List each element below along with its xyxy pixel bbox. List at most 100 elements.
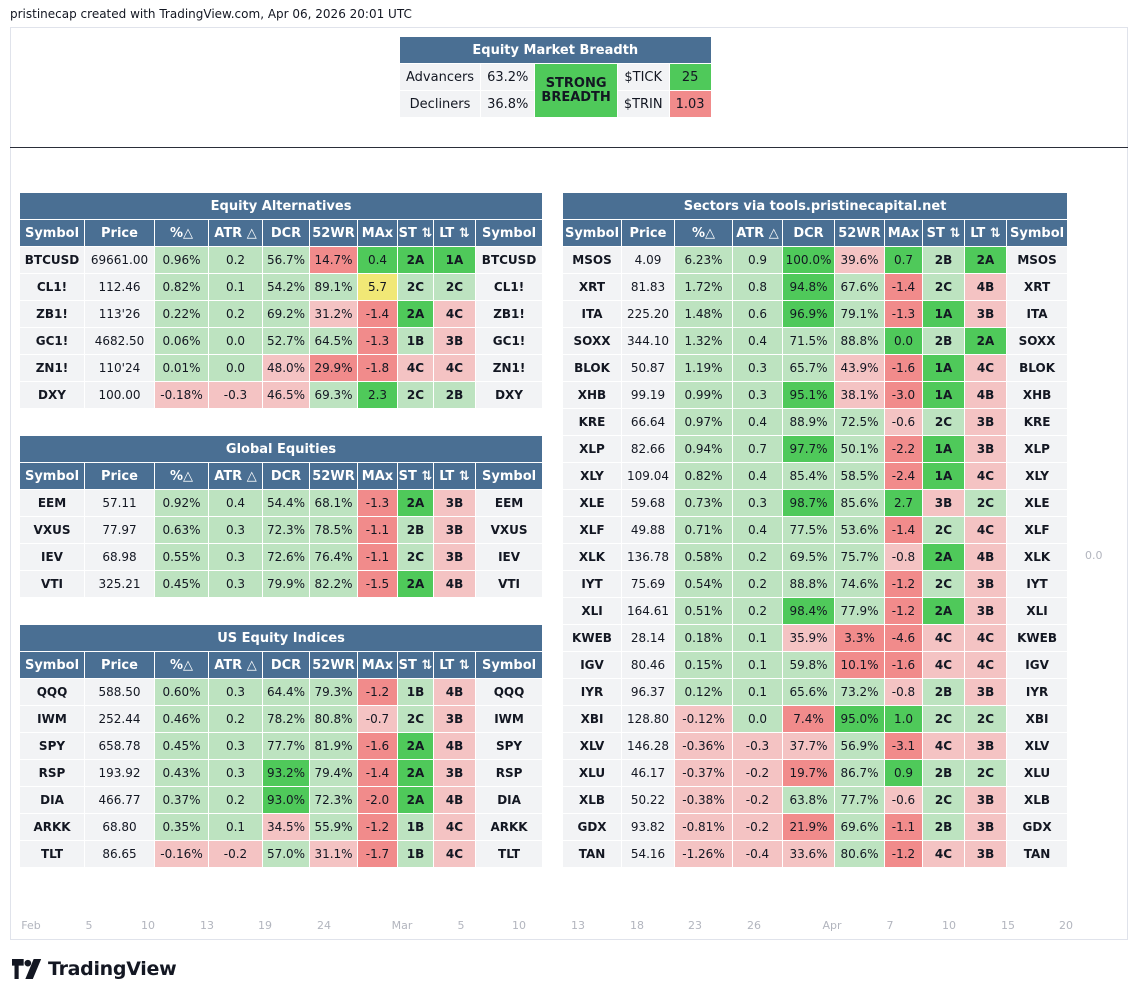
table-row[interactable]: KWEB 28.14 0.18% 0.1 35.9% 3.3% -4.6 4C 4C KWEB: [562, 624, 1069, 652]
column-header-pct-change[interactable]: %△: [154, 651, 209, 679]
table-row[interactable]: XLU 46.17 -0.37% -0.2 19.7% 86.7% 0.9 2B 2C XLU: [562, 759, 1069, 787]
column-header-max[interactable]: MAx: [357, 462, 398, 490]
table-row[interactable]: IEV 68.98 0.55% 0.3 72.6% 76.4% -1.1 2C 3B IEV: [19, 543, 544, 571]
table-row[interactable]: MSOS 4.09 6.23% 0.9 100.0% 39.6% 0.7 2B 2A MSOS: [562, 246, 1069, 274]
table-row[interactable]: XLK 136.78 0.58% 0.2 69.5% 75.7% -0.8 2A 4B XLK: [562, 543, 1069, 571]
column-header-lt[interactable]: LT ⇅: [433, 462, 476, 490]
table-row[interactable]: ZB1! 113'26 0.22% 0.2 69.2% 31.2% -1.4 2A 4C ZB1!: [19, 300, 544, 328]
cell-symbol: RSP: [19, 759, 85, 787]
column-header-max[interactable]: MAx: [884, 219, 923, 247]
cell-pct-change: 0.63%: [154, 516, 209, 544]
table-row[interactable]: SPY 658.78 0.45% 0.3 77.7% 81.9% -1.6 2A 4B SPY: [19, 732, 544, 760]
cell-symbol: XLY: [562, 462, 622, 490]
cell-dcr: 93.2%: [262, 759, 310, 787]
column-header-52wr[interactable]: 52WR: [309, 219, 358, 247]
table-row[interactable]: IWM 252.44 0.46% 0.2 78.2% 80.8% -0.7 2C 3B IWM: [19, 705, 544, 733]
table-row[interactable]: ITA 225.20 1.48% 0.6 96.9% 79.1% -1.3 1A 3B ITA: [562, 300, 1069, 328]
pane-divider[interactable]: [10, 147, 1128, 148]
column-header-52wr[interactable]: 52WR: [834, 219, 885, 247]
tradingview-logo[interactable]: TradingView: [12, 958, 177, 980]
table-row[interactable]: DIA 466.77 0.37% 0.2 93.0% 72.3% -2.0 2A 4B DIA: [19, 786, 544, 814]
chart-pane[interactable]: [10, 27, 1128, 940]
table-row[interactable]: KRE 66.64 0.97% 0.4 88.9% 72.5% -0.6 2C 3B KRE: [562, 408, 1069, 436]
column-header-atr-change[interactable]: ATR △: [732, 219, 783, 247]
table-row[interactable]: VXUS 77.97 0.63% 0.3 72.3% 78.5% -1.1 2B 3B VXUS: [19, 516, 544, 544]
table-row[interactable]: SOXX 344.10 1.32% 0.4 71.5% 88.8% 0.0 2B 2A SOXX: [562, 327, 1069, 355]
column-header-atr-change[interactable]: ATR △: [208, 462, 263, 490]
table-row[interactable]: XLY 109.04 0.82% 0.4 85.4% 58.5% -2.4 1A 4C XLY: [562, 462, 1069, 490]
table-row[interactable]: QQQ 588.50 0.60% 0.3 64.4% 79.3% -1.2 1B 4B QQQ: [19, 678, 544, 706]
table-row[interactable]: XHB 99.19 0.99% 0.3 95.1% 38.1% -3.0 1A 4B XHB: [562, 381, 1069, 409]
cell-price: 77.97: [84, 516, 155, 544]
column-header-price[interactable]: Price: [84, 462, 155, 490]
table-row[interactable]: TLT 86.65 -0.16% -0.2 57.0% 31.1% -1.7 1B 4C TLT: [19, 840, 544, 868]
column-header-st[interactable]: ST ⇅: [922, 219, 965, 247]
table-row[interactable]: EEM 57.11 0.92% 0.4 54.4% 68.1% -1.3 2A 3B EEM: [19, 489, 544, 517]
column-header-pct-change[interactable]: %△: [674, 219, 733, 247]
column-header-symbol[interactable]: Symbol: [562, 219, 622, 247]
column-header-price[interactable]: Price: [84, 651, 155, 679]
column-header-symbol[interactable]: Symbol: [19, 651, 85, 679]
table-row[interactable]: ARKK 68.80 0.35% 0.1 34.5% 55.9% -1.2 1B 4C ARKK: [19, 813, 544, 841]
cell-price: 4682.50: [84, 327, 155, 355]
table-row[interactable]: XLP 82.66 0.94% 0.7 97.7% 50.1% -2.2 1A 3B XLP: [562, 435, 1069, 463]
table-row[interactable]: DXY 100.00 -0.18% -0.3 46.5% 69.3% 2.3 2C 2B DXY: [19, 381, 544, 409]
cell-symbol-right: ITA: [1005, 300, 1069, 328]
cell-dcr: 46.5%: [262, 381, 310, 409]
column-header-atr-change[interactable]: ATR △: [208, 651, 263, 679]
column-header-dcr[interactable]: DCR: [262, 462, 310, 490]
column-header-52wr[interactable]: 52WR: [309, 651, 358, 679]
column-header-price[interactable]: Price: [84, 219, 155, 247]
table-row[interactable]: XBI 128.80 -0.12% 0.0 7.4% 95.0% 1.0 2C 2C XBI: [562, 705, 1069, 733]
cell-symbol-right: GDX: [1005, 813, 1069, 841]
table-row[interactable]: IGV 80.46 0.15% 0.1 59.8% 10.1% -1.6 4C 4C IGV: [562, 651, 1069, 679]
column-header-52wr[interactable]: 52WR: [309, 462, 358, 490]
column-header-price[interactable]: Price: [621, 219, 675, 247]
column-header-st[interactable]: ST ⇅: [397, 219, 434, 247]
table-row[interactable]: CL1! 112.46 0.82% 0.1 54.2% 89.1% 5.7 2C 2C CL1!: [19, 273, 544, 301]
column-header-symbol-right[interactable]: Symbol: [474, 219, 544, 247]
cell-52wr: 3.3%: [834, 624, 885, 652]
column-header-lt[interactable]: LT ⇅: [964, 219, 1007, 247]
table-row[interactable]: GC1! 4682.50 0.06% 0.0 52.7% 64.5% -1.3 1B 3B GC1…: [19, 327, 544, 355]
table-row[interactable]: IYT 75.69 0.54% 0.2 88.8% 74.6% -1.2 2C 3B IYT: [562, 570, 1069, 598]
table-row[interactable]: BTCUSD 69661.00 0.96% 0.2 56.7% 14.7% 0.4 2A 1A B…: [19, 246, 544, 274]
column-header-dcr[interactable]: DCR: [262, 651, 310, 679]
table-row[interactable]: XLF 49.88 0.71% 0.4 77.5% 53.6% -1.4 2C 4C XLF: [562, 516, 1069, 544]
table-row[interactable]: XLB 50.22 -0.38% -0.2 63.8% 77.7% -0.6 2C 3B XLB: [562, 786, 1069, 814]
cell-dcr: 98.7%: [782, 489, 835, 517]
cell-pct-change: -1.26%: [674, 840, 733, 868]
table-row[interactable]: RSP 193.92 0.43% 0.3 93.2% 79.4% -1.4 2A 3B RSP: [19, 759, 544, 787]
column-header-symbol-right[interactable]: Symbol: [474, 651, 544, 679]
table-row[interactable]: XLE 59.68 0.73% 0.3 98.7% 85.6% 2.7 3B 2C XLE: [562, 489, 1069, 517]
column-header-max[interactable]: MAx: [357, 219, 398, 247]
cell-dcr: 7.4%: [782, 705, 835, 733]
column-header-pct-change[interactable]: %△: [154, 219, 209, 247]
column-header-symbol-right[interactable]: Symbol: [474, 462, 544, 490]
column-header-lt[interactable]: LT ⇅: [433, 651, 476, 679]
column-header-pct-change[interactable]: %△: [154, 462, 209, 490]
column-header-max[interactable]: MAx: [357, 651, 398, 679]
table-row[interactable]: GDX 93.82 -0.81% -0.2 21.9% 69.6% -1.1 2B 3B GDX: [562, 813, 1069, 841]
column-header-dcr[interactable]: DCR: [782, 219, 835, 247]
column-header-lt[interactable]: LT ⇅: [433, 219, 476, 247]
cell-pct-change: 0.22%: [154, 300, 209, 328]
table-row[interactable]: ZN1! 110'24 0.01% 0.0 48.0% 29.9% -1.8 4C 4C ZN1!: [19, 354, 544, 382]
table-row[interactable]: XLI 164.61 0.51% 0.2 98.4% 77.9% -1.2 2A 3B XLI: [562, 597, 1069, 625]
table-row[interactable]: XLV 146.28 -0.36% -0.3 37.7% 56.9% -3.1 4C 3B XLV: [562, 732, 1069, 760]
column-header-symbol[interactable]: Symbol: [19, 462, 85, 490]
table-row[interactable]: IYR 96.37 0.12% 0.1 65.6% 73.2% -0.8 2B 3B IYR: [562, 678, 1069, 706]
column-header-st[interactable]: ST ⇅: [397, 651, 434, 679]
table-row[interactable]: VTI 325.21 0.45% 0.3 79.9% 82.2% -1.5 2A 4B VTI: [19, 570, 544, 598]
column-header-atr-change[interactable]: ATR △: [208, 219, 263, 247]
cell-pct-change: -0.81%: [674, 813, 733, 841]
table-row[interactable]: BLOK 50.87 1.19% 0.3 65.7% 43.9% -1.6 1A 4C BLOK: [562, 354, 1069, 382]
column-header-st[interactable]: ST ⇅: [397, 462, 434, 490]
cell-dcr: 59.8%: [782, 651, 835, 679]
cell-symbol: GDX: [562, 813, 622, 841]
column-header-dcr[interactable]: DCR: [262, 219, 310, 247]
table-row[interactable]: XRT 81.83 1.72% 0.8 94.8% 67.6% -1.4 2C 4B XRT: [562, 273, 1069, 301]
column-header-symbol[interactable]: Symbol: [19, 219, 85, 247]
column-header-symbol-right[interactable]: Symbol: [1005, 219, 1069, 247]
table-row[interactable]: TAN 54.16 -1.26% -0.4 33.6% 80.6% -1.2 4C 3B TAN: [562, 840, 1069, 868]
